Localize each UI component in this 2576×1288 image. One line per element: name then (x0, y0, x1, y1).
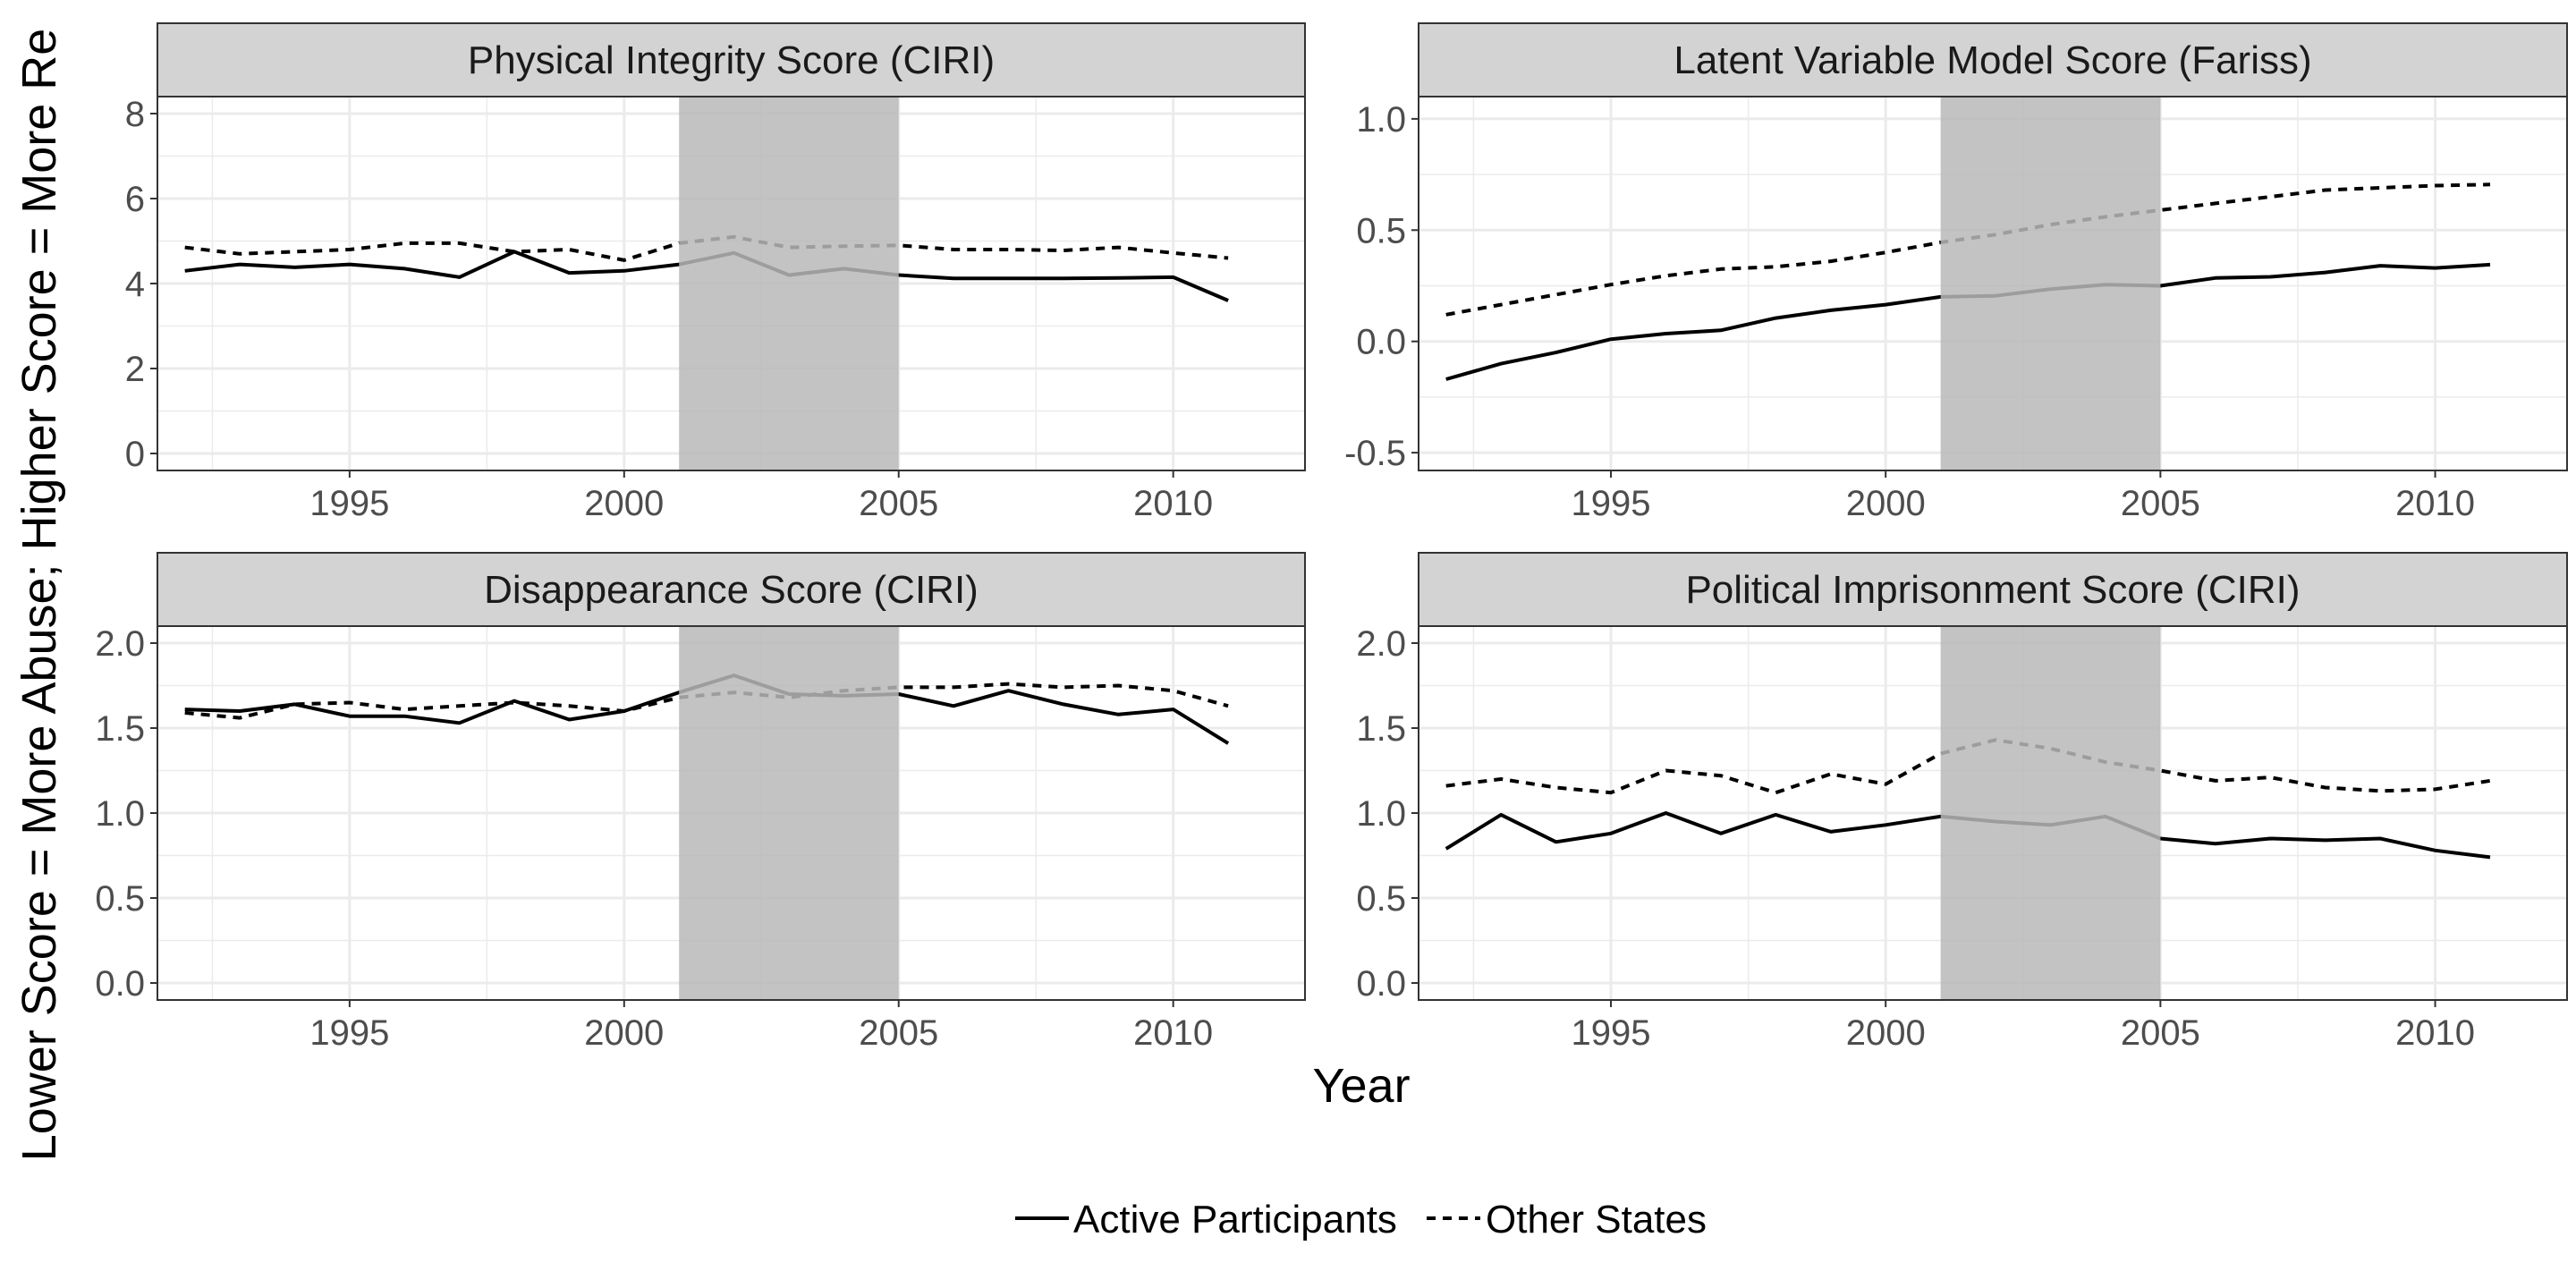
shaded-period-political-imprisonment (1940, 626, 2161, 1000)
series-other-states-physical-integrity (184, 234, 1229, 262)
x-tick-label: 2010 (2395, 484, 2475, 523)
chart-panels: Physical Integrity Score (CIRI) 0 2 4 6 8 1995… (95, 22, 2568, 1053)
x-tick-label: 2005 (2121, 484, 2200, 523)
y-tick-label: 2.0 (1356, 624, 1406, 664)
legend: Active Participants Other States (1015, 1198, 1707, 1241)
x-tick-label: 2005 (859, 484, 938, 523)
y-tick-label: 2 (125, 350, 145, 389)
x-tick-label: 2010 (1133, 484, 1213, 523)
x-tick-label: 1995 (309, 1013, 389, 1053)
shaded-period-latent-variable (1940, 97, 2161, 470)
y-tick-label: 0.5 (95, 879, 145, 919)
strip-disappearance (157, 552, 1306, 627)
x-tick-label: 1995 (309, 484, 389, 523)
legend-label-other-states: Other States (1486, 1198, 1707, 1241)
y-tick-label: 0.0 (1356, 323, 1406, 362)
y-tick-label: 6 (125, 180, 145, 219)
x-tick-label: 2000 (584, 1013, 664, 1053)
panel-latent-variable: Latent Variable Model Score (Fariss) -0.5… (1344, 22, 2568, 523)
panel-title-physical-integrity: Physical Integrity Score (CIRI) (468, 38, 995, 82)
x-tick-label: 2005 (2121, 1013, 2200, 1053)
y-tick-label: 2.0 (95, 624, 145, 664)
panel-title-latent-variable: Latent Variable Model Score (Fariss) (1674, 38, 2311, 82)
series-other-states-disappearance (184, 682, 1229, 720)
shaded-period-physical-integrity (679, 97, 899, 470)
strip-political-imprisonment (1418, 552, 2568, 627)
strip-latent-variable (1418, 22, 2568, 97)
x-tick-label: 2000 (1846, 1013, 1926, 1053)
panel-political-imprisonment: Political Imprisonment Score (CIRI) 0.0 0.… (1356, 552, 2568, 1053)
panel-border-latent-variable (1418, 96, 2568, 471)
strip-physical-integrity (157, 22, 1306, 97)
y-axis-title: Lower Score = More Abuse; Higher Score =… (13, 29, 66, 1162)
panel-title-political-imprisonment: Political Imprisonment Score (CIRI) (1685, 568, 2300, 612)
panel-physical-integrity: Physical Integrity Score (CIRI) 0 2 4 6 8 1995… (125, 22, 1306, 523)
y-tick-label: -0.5 (1344, 434, 1406, 473)
x-tick-label: 1995 (1572, 484, 1651, 523)
panel-title-disappearance: Disappearance Score (CIRI) (484, 568, 979, 612)
y-tick-label: 1.0 (1356, 100, 1406, 140)
y-tick-label: 4 (125, 265, 145, 304)
x-tick-label: 1995 (1572, 1013, 1651, 1053)
panel-disappearance: Disappearance Score (CIRI) 0.0 0.5 1.0 1.5 2.… (95, 552, 1306, 1053)
x-tick-label: 2000 (1846, 484, 1926, 523)
x-tick-label: 2010 (2395, 1013, 2475, 1053)
y-tick-label: 0.5 (1356, 879, 1406, 919)
x-tick-label: 2005 (859, 1013, 938, 1053)
y-tick-label: 1.0 (1356, 794, 1406, 834)
y-tick-label: 0.0 (95, 964, 145, 1004)
shaded-period-disappearance (679, 626, 899, 1000)
y-tick-label: 1.5 (95, 709, 145, 749)
y-tick-label: 0 (125, 435, 145, 474)
y-tick-label: 0.5 (1356, 211, 1406, 250)
y-tick-label: 1.5 (1356, 709, 1406, 749)
legend-label-active-participants: Active Participants (1073, 1198, 1397, 1241)
y-tick-label: 1.0 (95, 794, 145, 834)
y-tick-label: 0.0 (1356, 964, 1406, 1004)
x-tick-label: 2000 (584, 484, 664, 523)
x-axis-title: Year (1312, 1059, 1410, 1113)
x-tick-label: 2010 (1133, 1013, 1213, 1053)
y-tick-label: 8 (125, 95, 145, 134)
